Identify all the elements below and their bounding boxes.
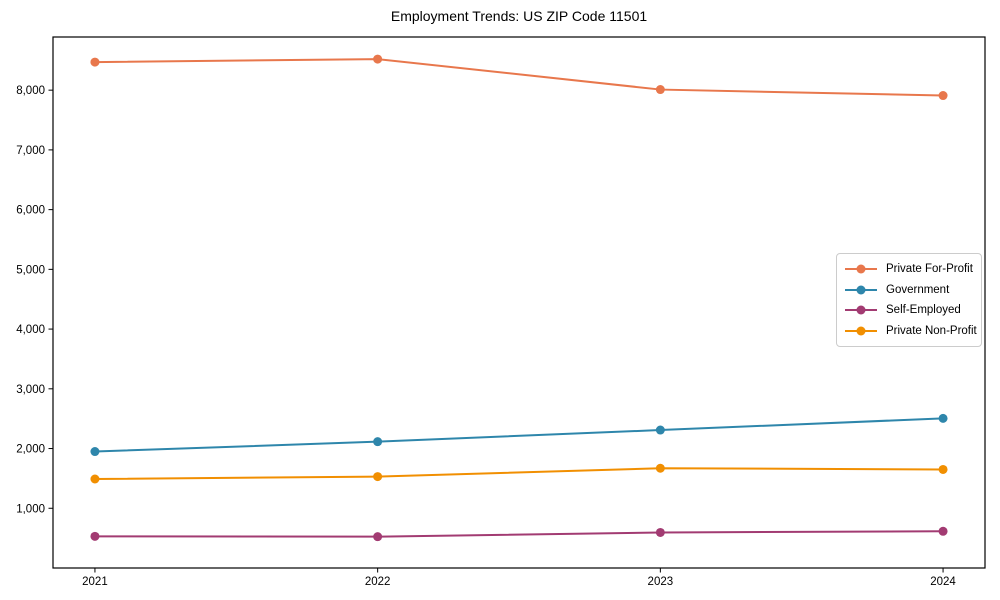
x-tick-label: 2021 <box>82 576 108 588</box>
y-tick-label: 5,000 <box>16 264 45 276</box>
y-tick-label: 4,000 <box>16 324 45 336</box>
y-tick-label: 2,000 <box>16 444 45 456</box>
data-point-private-for-profit-2023 <box>655 85 665 95</box>
series-line-government <box>93 417 945 453</box>
data-point-self-employed-2022 <box>373 532 383 542</box>
data-point-self-employed-2021 <box>90 531 100 541</box>
data-point-private-non-profit-2022 <box>373 472 383 482</box>
legend-marker-self-employed-icon <box>845 305 877 315</box>
data-point-government-2021 <box>90 447 100 457</box>
x-tick-label: 2023 <box>648 576 674 588</box>
plot-border <box>52 36 986 569</box>
data-point-government-2023 <box>655 425 665 435</box>
legend-label: Self-Employed <box>886 304 961 317</box>
chart-title: Employment Trends: US ZIP Code 11501 <box>390 8 648 24</box>
legend-marker-private-non-profit-icon <box>845 326 877 336</box>
x-tick-label: 2024 <box>930 576 956 588</box>
legend-item-government: Government <box>844 284 974 296</box>
y-tick-label: 6,000 <box>16 205 45 217</box>
data-point-private-non-profit-2021 <box>90 474 100 484</box>
legend-label: Government <box>886 283 950 296</box>
data-point-private-non-profit-2024 <box>938 464 948 474</box>
series-line-private-for-profit <box>93 58 945 97</box>
data-point-self-employed-2023 <box>655 527 665 537</box>
legend-label: Private For-Profit <box>886 263 973 276</box>
data-point-private-for-profit-2021 <box>90 57 100 67</box>
legend-item-private-for-profit: Private For-Profit <box>844 263 974 275</box>
data-point-private-non-profit-2023 <box>655 463 665 473</box>
legend-item-self-employed: Self-Employed <box>844 304 974 316</box>
data-point-self-employed-2024 <box>938 526 948 536</box>
legend-marker-private-for-profit-icon <box>845 264 877 274</box>
data-point-government-2024 <box>938 413 948 423</box>
legend-item-private-non-profit: Private Non-Profit <box>844 324 977 337</box>
legend-marker-government-icon <box>845 285 877 295</box>
legend: Private For-Profit Government Self-Employe… <box>836 253 982 347</box>
y-tick-label: 7,000 <box>16 145 45 157</box>
legend-label: Private Non-Profit <box>886 324 977 337</box>
series-line-self-employed <box>93 530 945 538</box>
data-point-private-for-profit-2022 <box>373 54 383 64</box>
series-line-private-non-profit <box>93 467 945 481</box>
data-point-government-2022 <box>373 437 383 447</box>
x-tick-label: 2022 <box>365 576 391 588</box>
y-tick-label: 1,000 <box>16 503 45 515</box>
y-tick-label: 8,000 <box>16 85 45 97</box>
data-point-private-for-profit-2024 <box>938 91 948 101</box>
y-tick-label: 3,000 <box>16 384 45 396</box>
